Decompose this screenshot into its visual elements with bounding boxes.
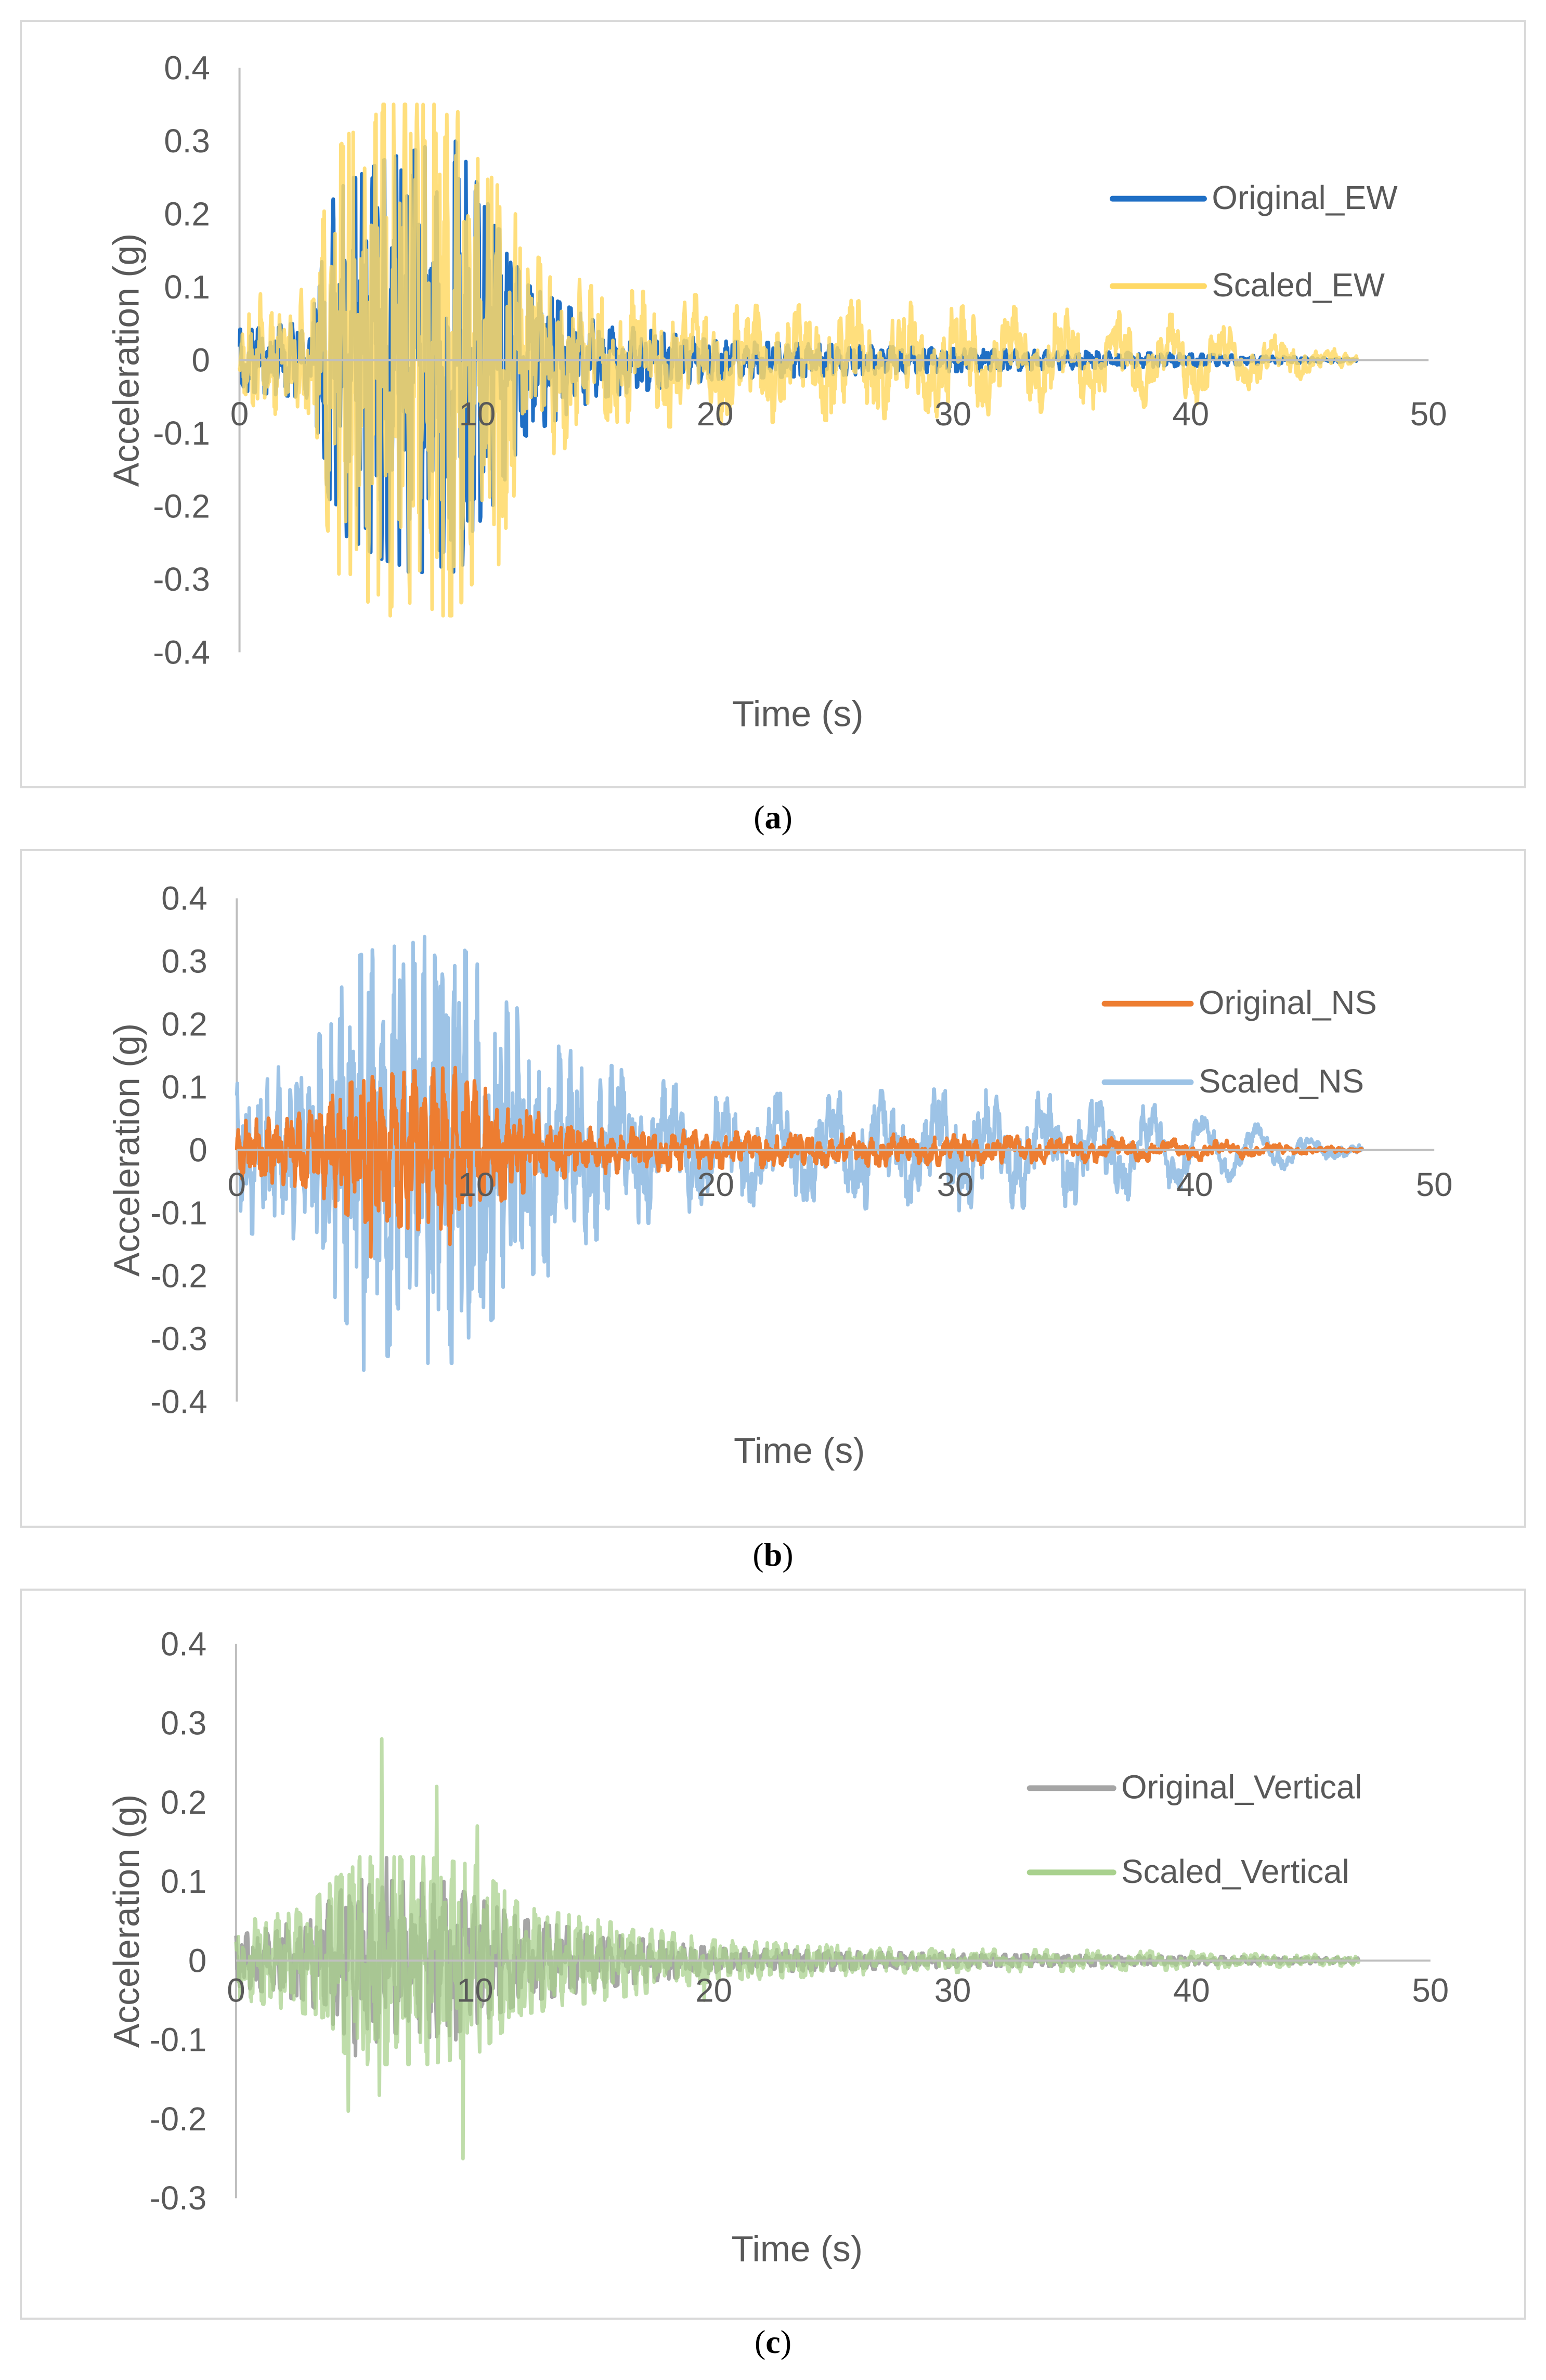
x-tick-label: 10 <box>458 1166 495 1203</box>
y-tick-label: 0.3 <box>164 123 210 160</box>
y-tick-label: 0.3 <box>161 1705 206 1742</box>
y-tick-label: -0.1 <box>150 1194 207 1231</box>
caption-c: (c) <box>754 2323 792 2360</box>
chart-panel-b: 0.4 0.3 0.2 0.1 0 -0.1 -0.2 -0.3 -0.4 0 10 20 30 40 50… <box>20 849 1526 1528</box>
chart-panel-a: 0.4 0.3 0.2 0.1 0 -0.1 -0.2 -0.3 -0.4 0 10 20 30 40 50… <box>20 20 1526 788</box>
y-axis-title: Acceleration (g) <box>107 1023 147 1277</box>
y-tick-label: 0.2 <box>161 1784 206 1821</box>
series-line-original_ns <box>235 1065 1365 1259</box>
x-tick-label: 20 <box>697 1166 734 1203</box>
x-tick-label: 30 <box>937 1166 974 1203</box>
x-tick-label: 40 <box>1172 396 1209 433</box>
legend-label-original_ew: Original_EW <box>1212 179 1397 216</box>
y-tick-label: -0.4 <box>150 1383 207 1420</box>
x-tick-label: 20 <box>697 396 734 433</box>
x-tick-label: 40 <box>1176 1166 1213 1203</box>
chart-b-svg: 0.4 0.3 0.2 0.1 0 -0.1 -0.2 -0.3 -0.4 0 10 20 30 40 50… <box>107 880 1453 1471</box>
y-tick-label: -0.2 <box>153 488 210 525</box>
y-tick-label: 0 <box>191 342 210 379</box>
x-tick-label: 50 <box>1416 1166 1453 1203</box>
y-tick-label: 0 <box>188 1942 206 1979</box>
y-tick-label: -0.3 <box>150 1320 207 1357</box>
y-tick-label: -0.3 <box>150 2180 207 2217</box>
y-tick-label: 0.4 <box>164 49 210 86</box>
x-tick-label: 40 <box>1173 1972 1210 2009</box>
caption-a-letter: a <box>764 799 782 836</box>
x-tick-label: 10 <box>459 396 496 433</box>
y-tick-label: 0 <box>189 1132 207 1168</box>
x-tick-label: 30 <box>934 396 971 433</box>
y-tick-label: 0.4 <box>161 1625 206 1662</box>
chart-c-svg: 0.4 0.3 0.2 0.1 0 -0.1 -0.2 -0.3 0 10 20 30 40 50 Time… <box>106 1625 1449 2269</box>
y-axis-title: Acceleration (g) <box>106 233 147 487</box>
legend-label-scaled_vertical: Scaled_Vertical <box>1121 1853 1349 1890</box>
x-tick-label: 30 <box>934 1972 971 2009</box>
legend-label-scaled_ns: Scaled_NS <box>1199 1063 1364 1100</box>
y-axis-title: Acceleration (g) <box>106 1794 147 2048</box>
y-tick-label: 0.2 <box>161 1006 207 1043</box>
legend-label-scaled_ew: Scaled_EW <box>1212 267 1385 304</box>
y-tick-label: 0.1 <box>161 1863 206 1900</box>
x-tick-label: 20 <box>695 1972 732 2009</box>
y-tick-label: 0.3 <box>161 943 207 980</box>
chart-a-svg: 0.4 0.3 0.2 0.1 0 -0.1 -0.2 -0.3 -0.4 0 10 20 30 40 50… <box>106 49 1447 734</box>
x-tick-label: 10 <box>457 1972 493 2009</box>
caption-c-letter: c <box>765 2323 781 2360</box>
x-tick-label: 0 <box>227 1972 245 2009</box>
caption-b: (b) <box>752 1536 794 1573</box>
legend-label-original_vertical: Original_Vertical <box>1121 1769 1362 1806</box>
caption-b-letter: b <box>763 1536 783 1573</box>
y-tick-label: -0.4 <box>153 634 210 671</box>
x-tick-label: 0 <box>230 396 249 433</box>
x-tick-label: 50 <box>1412 1972 1449 2009</box>
x-axis-title: Time (s) <box>732 694 864 734</box>
x-axis-title: Time (s) <box>734 1430 865 1471</box>
legend-label-original_ns: Original_NS <box>1199 984 1377 1021</box>
series-line-scaled_ew <box>238 102 1359 618</box>
y-tick-label: -0.1 <box>150 2022 207 2059</box>
y-tick-label: -0.2 <box>150 2101 207 2138</box>
chart-panel-c: 0.4 0.3 0.2 0.1 0 -0.1 -0.2 -0.3 0 10 20 30 40 50 Time… <box>20 1589 1526 2320</box>
x-tick-label: 0 <box>228 1166 246 1203</box>
x-axis-title: Time (s) <box>731 2229 863 2269</box>
series-line-scaled_ns <box>235 934 1365 1372</box>
y-tick-label: 0.4 <box>161 880 207 917</box>
caption-a: (a) <box>753 799 793 836</box>
y-tick-label: 0.1 <box>164 269 210 306</box>
x-tick-label: 50 <box>1410 396 1447 433</box>
y-tick-label: -0.2 <box>150 1257 207 1294</box>
y-tick-label: -0.3 <box>153 561 210 598</box>
y-tick-label: 0.1 <box>161 1069 207 1106</box>
series-line-scaled_vertical <box>234 1737 1361 2161</box>
y-tick-label: -0.1 <box>153 415 210 452</box>
y-tick-label: 0.2 <box>164 196 210 232</box>
